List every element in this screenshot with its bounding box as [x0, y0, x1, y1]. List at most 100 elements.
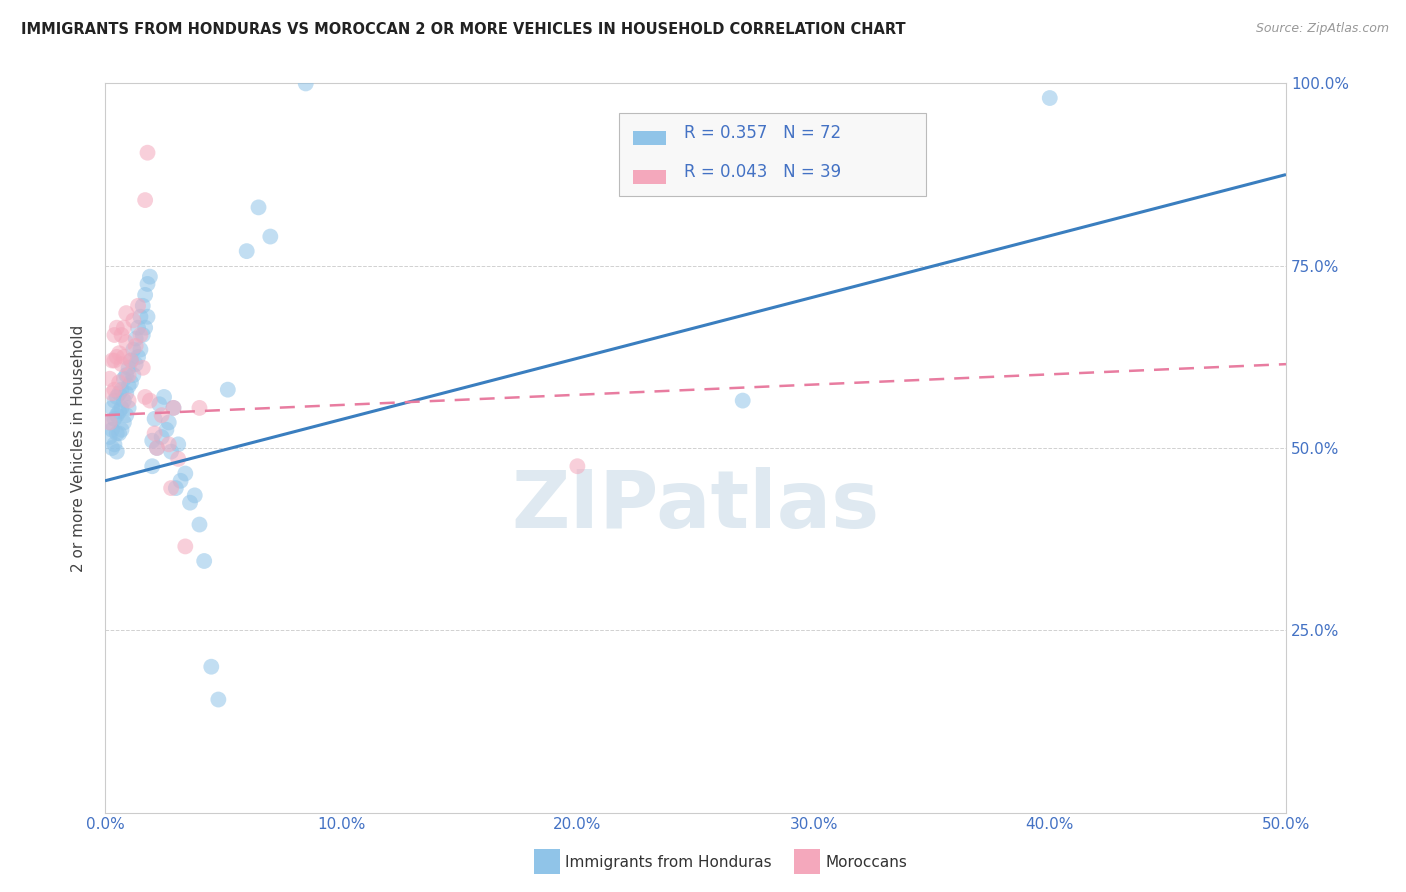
- Point: [207, 692, 229, 706]
- Y-axis label: 2 or more Vehicles in Household: 2 or more Vehicles in Household: [72, 325, 86, 572]
- Text: R = 0.357   N = 72: R = 0.357 N = 72: [683, 124, 841, 142]
- Point: [110, 328, 132, 343]
- Point: [184, 488, 207, 502]
- Point: [101, 386, 124, 401]
- Point: [146, 441, 169, 455]
- Point: [98, 416, 121, 430]
- Point: [127, 350, 149, 364]
- Point: [132, 360, 155, 375]
- Point: [217, 383, 239, 397]
- Point: [129, 310, 152, 324]
- Point: [110, 383, 132, 397]
- Point: [117, 360, 139, 375]
- Point: [160, 481, 183, 495]
- Point: [120, 376, 142, 390]
- Point: [108, 404, 131, 418]
- Point: [108, 346, 131, 360]
- Point: [105, 426, 128, 441]
- Point: [115, 368, 138, 382]
- Point: [134, 288, 156, 302]
- Point: [125, 339, 148, 353]
- Point: [112, 320, 135, 334]
- Point: [103, 437, 125, 451]
- Point: [98, 430, 121, 444]
- Point: [188, 401, 211, 415]
- Point: [146, 441, 169, 455]
- Point: [112, 393, 135, 408]
- Point: [174, 540, 197, 554]
- Point: [105, 320, 128, 334]
- Point: [143, 412, 166, 426]
- Text: IMMIGRANTS FROM HONDURAS VS MOROCCAN 2 OR MORE VEHICLES IN HOUSEHOLD CORRELATION: IMMIGRANTS FROM HONDURAS VS MOROCCAN 2 O…: [21, 22, 905, 37]
- Point: [122, 343, 145, 357]
- Point: [103, 383, 125, 397]
- Point: [105, 408, 128, 422]
- Point: [125, 332, 148, 346]
- Point: [235, 244, 257, 259]
- Point: [167, 437, 190, 451]
- Text: Moroccans: Moroccans: [825, 855, 907, 870]
- FancyBboxPatch shape: [619, 112, 925, 196]
- Point: [134, 390, 156, 404]
- Point: [259, 229, 281, 244]
- Point: [115, 306, 138, 320]
- Point: [162, 401, 184, 415]
- Point: [157, 437, 180, 451]
- Text: Source: ZipAtlas.com: Source: ZipAtlas.com: [1256, 22, 1389, 36]
- Point: [141, 459, 163, 474]
- Point: [136, 310, 159, 324]
- Point: [129, 343, 152, 357]
- Point: [103, 328, 125, 343]
- Point: [108, 386, 131, 401]
- Point: [108, 426, 131, 441]
- Point: [103, 393, 125, 408]
- Text: ZIPatlas: ZIPatlas: [512, 467, 880, 545]
- Point: [101, 441, 124, 455]
- Point: [117, 393, 139, 408]
- Point: [731, 393, 754, 408]
- Point: [127, 299, 149, 313]
- Point: [98, 416, 121, 430]
- Point: [105, 390, 128, 404]
- Point: [122, 313, 145, 327]
- Point: [112, 372, 135, 386]
- Point: [117, 379, 139, 393]
- Point: [103, 412, 125, 426]
- Point: [101, 423, 124, 437]
- Point: [110, 357, 132, 371]
- Point: [174, 467, 197, 481]
- Point: [129, 328, 152, 343]
- Point: [143, 426, 166, 441]
- Point: [108, 376, 131, 390]
- Point: [567, 459, 589, 474]
- Point: [200, 659, 222, 673]
- Point: [132, 299, 155, 313]
- Point: [110, 401, 132, 415]
- Point: [167, 451, 190, 466]
- Point: [165, 481, 187, 495]
- Point: [150, 430, 173, 444]
- Text: R = 0.043   N = 39: R = 0.043 N = 39: [683, 163, 841, 181]
- Point: [98, 372, 121, 386]
- Point: [101, 353, 124, 368]
- Point: [153, 390, 176, 404]
- Point: [122, 368, 145, 382]
- Point: [162, 401, 184, 415]
- Point: [110, 423, 132, 437]
- Point: [101, 401, 124, 415]
- Point: [139, 393, 162, 408]
- Point: [103, 353, 125, 368]
- FancyBboxPatch shape: [633, 131, 666, 145]
- Point: [120, 353, 142, 368]
- Point: [117, 368, 139, 382]
- Point: [112, 350, 135, 364]
- Point: [169, 474, 191, 488]
- Point: [134, 320, 156, 334]
- FancyBboxPatch shape: [633, 169, 666, 184]
- Point: [139, 269, 162, 284]
- Text: Immigrants from Honduras: Immigrants from Honduras: [565, 855, 772, 870]
- Point: [294, 77, 316, 91]
- Point: [155, 423, 177, 437]
- Point: [117, 401, 139, 415]
- Point: [157, 416, 180, 430]
